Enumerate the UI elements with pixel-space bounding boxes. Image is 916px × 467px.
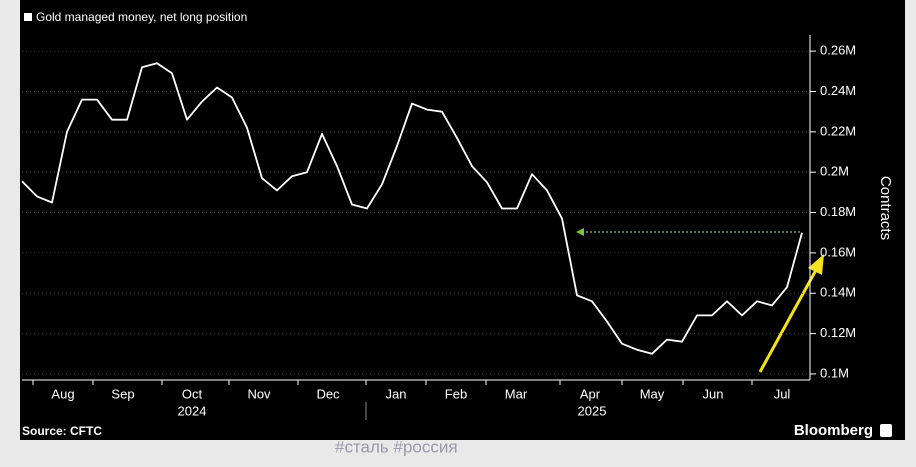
y-tick-label: 0.1M: [820, 365, 849, 380]
chart-title: Gold managed money, net long position: [36, 10, 247, 24]
chart-panel: [20, 0, 905, 440]
footer-text: #сталь #россия: [335, 437, 458, 456]
y-tick-label: 0.12M: [820, 325, 856, 340]
brand-icon: [880, 424, 892, 437]
x-tick-label: Jun: [703, 386, 724, 401]
brand: Bloomberg: [794, 422, 873, 439]
y-tick-label: 0.14M: [820, 285, 856, 300]
x-tick-label: Jan: [386, 386, 407, 401]
y-tick-label: 0.26M: [820, 43, 856, 58]
x-tick-label: Feb: [445, 386, 467, 401]
highlight-arrow-head: [808, 254, 824, 275]
x-tick-label: Dec: [316, 386, 340, 401]
y-axis-label: Contracts: [877, 176, 894, 240]
source: Source: CFTC: [22, 424, 102, 438]
y-tick-label: 0.18M: [820, 204, 856, 219]
x-tick-label: Nov: [247, 386, 271, 401]
x-tick-label: Apr: [580, 386, 601, 401]
x-tick-label: Oct: [182, 386, 203, 401]
highlight-arrow: [758, 269, 818, 373]
x-tick-label: Jul: [774, 386, 791, 401]
y-tick-label: 0.24M: [820, 83, 856, 98]
year-label: 2024: [178, 403, 207, 418]
level-arrow-head: [576, 228, 584, 236]
y-tick-label: 0.16M: [820, 244, 856, 259]
data-line: [21, 62, 803, 355]
x-tick-label: May: [640, 386, 665, 401]
legend-swatch: [24, 13, 32, 21]
y-tick-label: 0.22M: [820, 123, 856, 138]
x-tick-label: Sep: [111, 386, 134, 401]
x-tick-label: Mar: [505, 386, 528, 401]
x-tick-label: Aug: [51, 386, 74, 401]
year-label: 2025: [578, 403, 607, 418]
y-tick-label: 0.2M: [820, 164, 849, 179]
